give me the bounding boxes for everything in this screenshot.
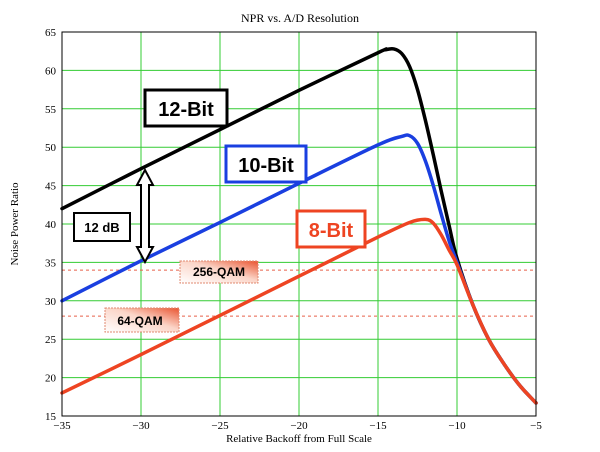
- series-line-8-bit: [60, 217, 538, 405]
- y-axis-label: Noise Power Ratio: [9, 182, 21, 266]
- y-tick-label: 35: [45, 257, 57, 269]
- y-tick-label: 20: [45, 373, 57, 385]
- x-axis-label: Relative Backoff from Full Scale: [226, 433, 372, 445]
- x-tick-labels: −35 −30 −25 −20 −15 −10 −5: [53, 420, 542, 432]
- label-12-db: 12 dB: [84, 220, 119, 235]
- twelve-db-arrow: [135, 167, 155, 265]
- y-tick-label: 40: [45, 219, 57, 231]
- label-box-12-db: 12 dB: [73, 212, 131, 242]
- x-tick-label: −20: [290, 420, 308, 432]
- label-8-bit: 8-Bit: [309, 220, 354, 242]
- x-tick-label: −15: [369, 420, 387, 432]
- label-64-qam: 64-QAM: [117, 314, 162, 328]
- label-256-qam: 256-QAM: [193, 265, 245, 279]
- plot-frame: [61, 31, 537, 417]
- chart-title: NPR vs. A/D Resolution: [241, 11, 359, 25]
- label-box-64-qam: 64-QAM: [104, 307, 180, 333]
- y-tick-label: 55: [45, 104, 57, 116]
- x-tick-label: −10: [448, 420, 466, 432]
- y-tick-label: 30: [45, 296, 57, 308]
- label-box-256-qam: 256-QAM: [179, 260, 259, 284]
- y-tick-label: 60: [45, 65, 57, 77]
- y-tick-label: 50: [45, 142, 57, 154]
- y-tick-label: 65: [45, 27, 57, 39]
- x-tick-label: −5: [530, 420, 542, 432]
- y-tick-label: 15: [45, 411, 57, 423]
- label-10-bit: 10-Bit: [238, 155, 294, 177]
- series-lines: [60, 46, 538, 405]
- label-box-10-bit: 10-Bit: [224, 144, 308, 184]
- label-box-8-bit: 8-Bit: [295, 209, 367, 249]
- x-tick-label: −30: [132, 420, 150, 432]
- x-tick-label: −25: [211, 420, 229, 432]
- y-tick-labels: 15 20 25 30 35 40 45 50 55 60 65: [45, 27, 57, 423]
- y-tick-label: 45: [45, 181, 57, 193]
- label-12-bit: 12-Bit: [158, 99, 214, 121]
- y-tick-label: 25: [45, 334, 57, 346]
- label-box-12-bit: 12-Bit: [143, 88, 229, 128]
- x-tick-label: −35: [53, 420, 71, 432]
